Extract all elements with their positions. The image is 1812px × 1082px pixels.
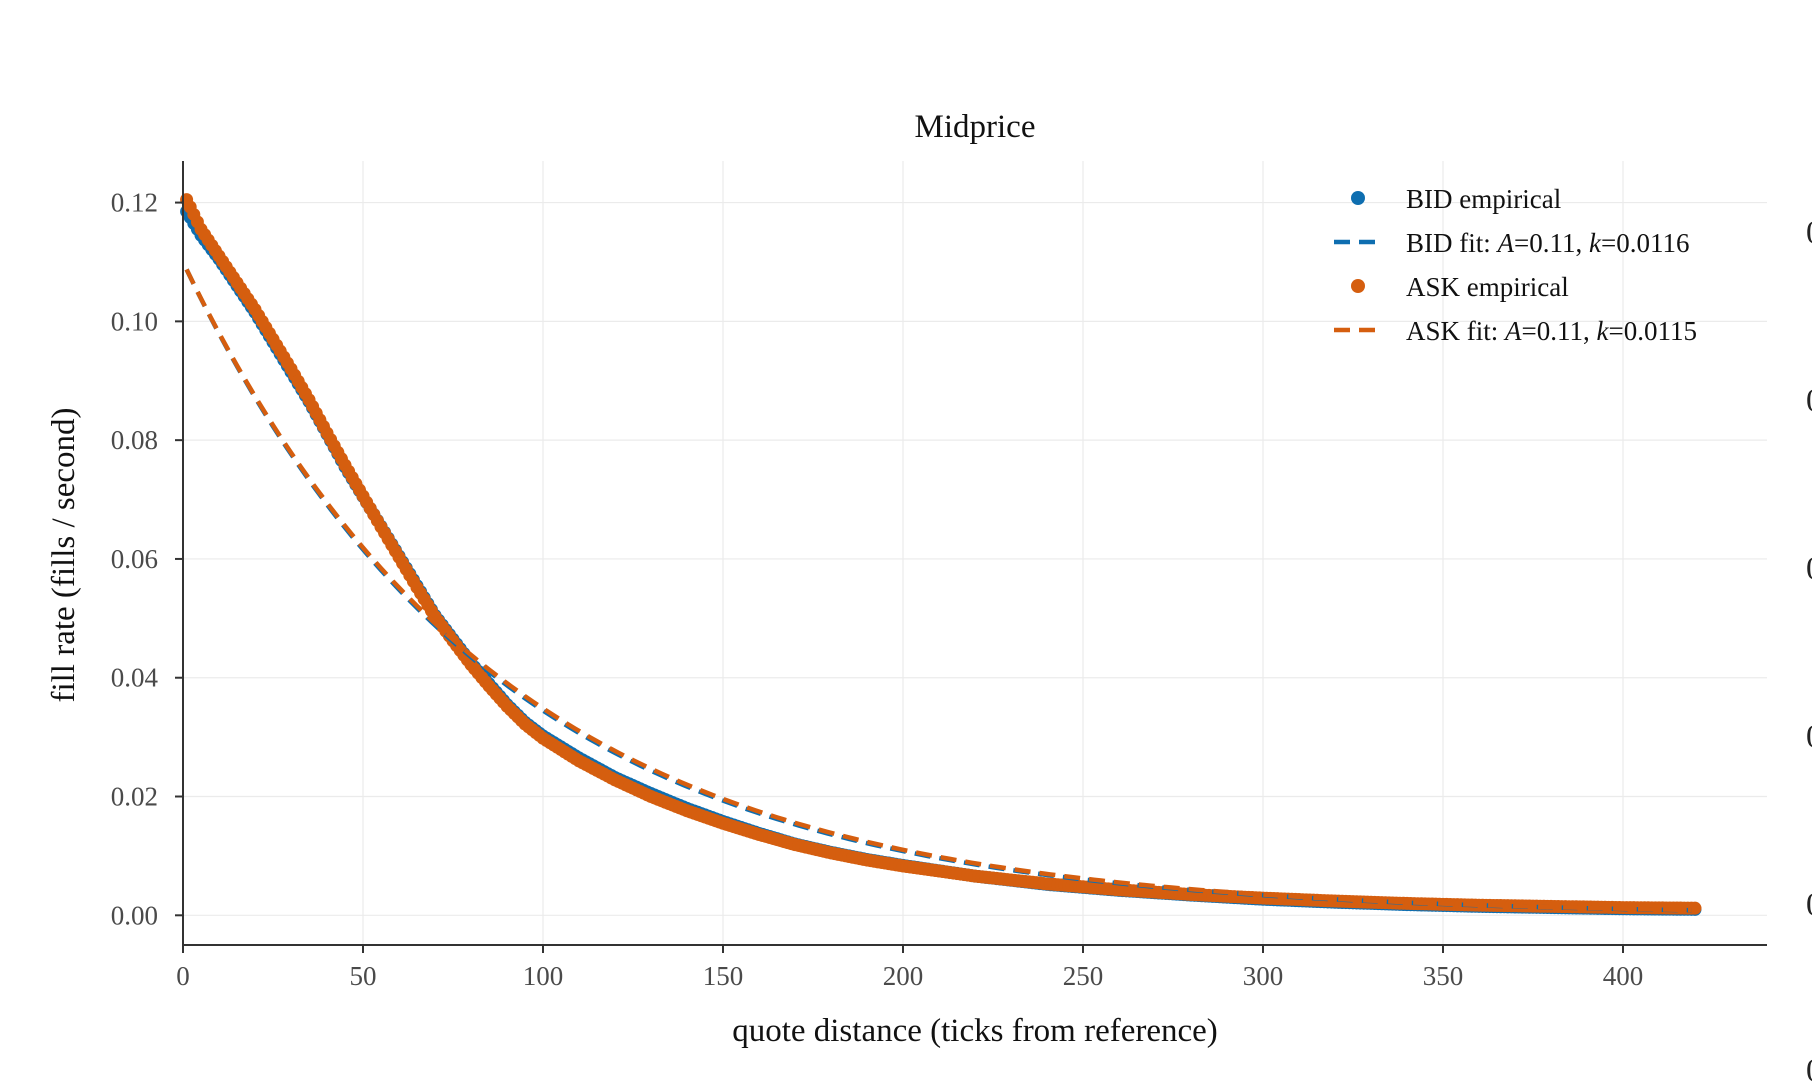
y-axis-title: fill rate (fills / second)	[46, 407, 82, 702]
x-tick-label: 100	[523, 961, 564, 991]
x-axis-title: quote distance (ticks from reference)	[732, 1013, 1218, 1049]
y-tick-label: 0.08	[111, 425, 158, 455]
y-tick-label: 0.12	[111, 188, 158, 218]
x-tick-label: 400	[1603, 961, 1644, 991]
y-tick-label: 0.10	[111, 306, 158, 336]
x-axis-ticks: 0 50 100 150 200 250 300 350 400	[176, 945, 1643, 991]
legend-label-bid-empirical: BID empirical	[1406, 184, 1561, 214]
edge-glyph: 0	[1806, 551, 1812, 587]
legend-marker-bid-empirical	[1351, 191, 1365, 205]
legend-label-ask-empirical: ASK empirical	[1406, 272, 1569, 302]
grid	[182, 161, 1767, 945]
x-tick-label: 200	[883, 961, 924, 991]
x-tick-label: 0	[176, 961, 190, 991]
edge-glyph: 0	[1806, 887, 1812, 923]
right-edge-clipped-labels: 0 0 0 0 0 0	[1806, 215, 1812, 1082]
x-tick-label: 250	[1063, 961, 1104, 991]
legend-label-bid-fit: BID fit: A=0.11, k=0.0116	[1406, 228, 1689, 258]
y-tick-label: 0.02	[111, 782, 158, 812]
x-tick-label: 300	[1243, 961, 1284, 991]
series-layer	[180, 193, 1702, 916]
y-tick-label: 0.00	[111, 900, 158, 930]
edge-glyph: 0	[1806, 215, 1812, 251]
ask-fit-line	[184, 268, 1692, 913]
edge-glyph: 0	[1806, 383, 1812, 419]
edge-glyph: 0	[1806, 1053, 1812, 1082]
legend-label-ask-fit: ASK fit: A=0.11, k=0.0115	[1406, 316, 1697, 346]
x-tick-label: 150	[703, 961, 744, 991]
edge-glyph: 0	[1806, 719, 1812, 755]
legend-marker-ask-empirical	[1351, 279, 1365, 293]
legend: BID empirical BID fit: A=0.11, k=0.0116 AS…	[1334, 184, 1697, 346]
x-tick-label: 350	[1423, 961, 1464, 991]
y-tick-label: 0.04	[111, 663, 159, 693]
x-tick-label: 50	[350, 961, 377, 991]
y-axis-ticks: 0.00 0.02 0.04 0.06 0.08 0.10 0.12	[111, 188, 183, 930]
ask-empirical-point	[1688, 901, 1702, 915]
y-tick-label: 0.06	[111, 544, 158, 574]
ask-fit-series	[184, 268, 1692, 913]
chart-title: Midprice	[915, 109, 1036, 145]
